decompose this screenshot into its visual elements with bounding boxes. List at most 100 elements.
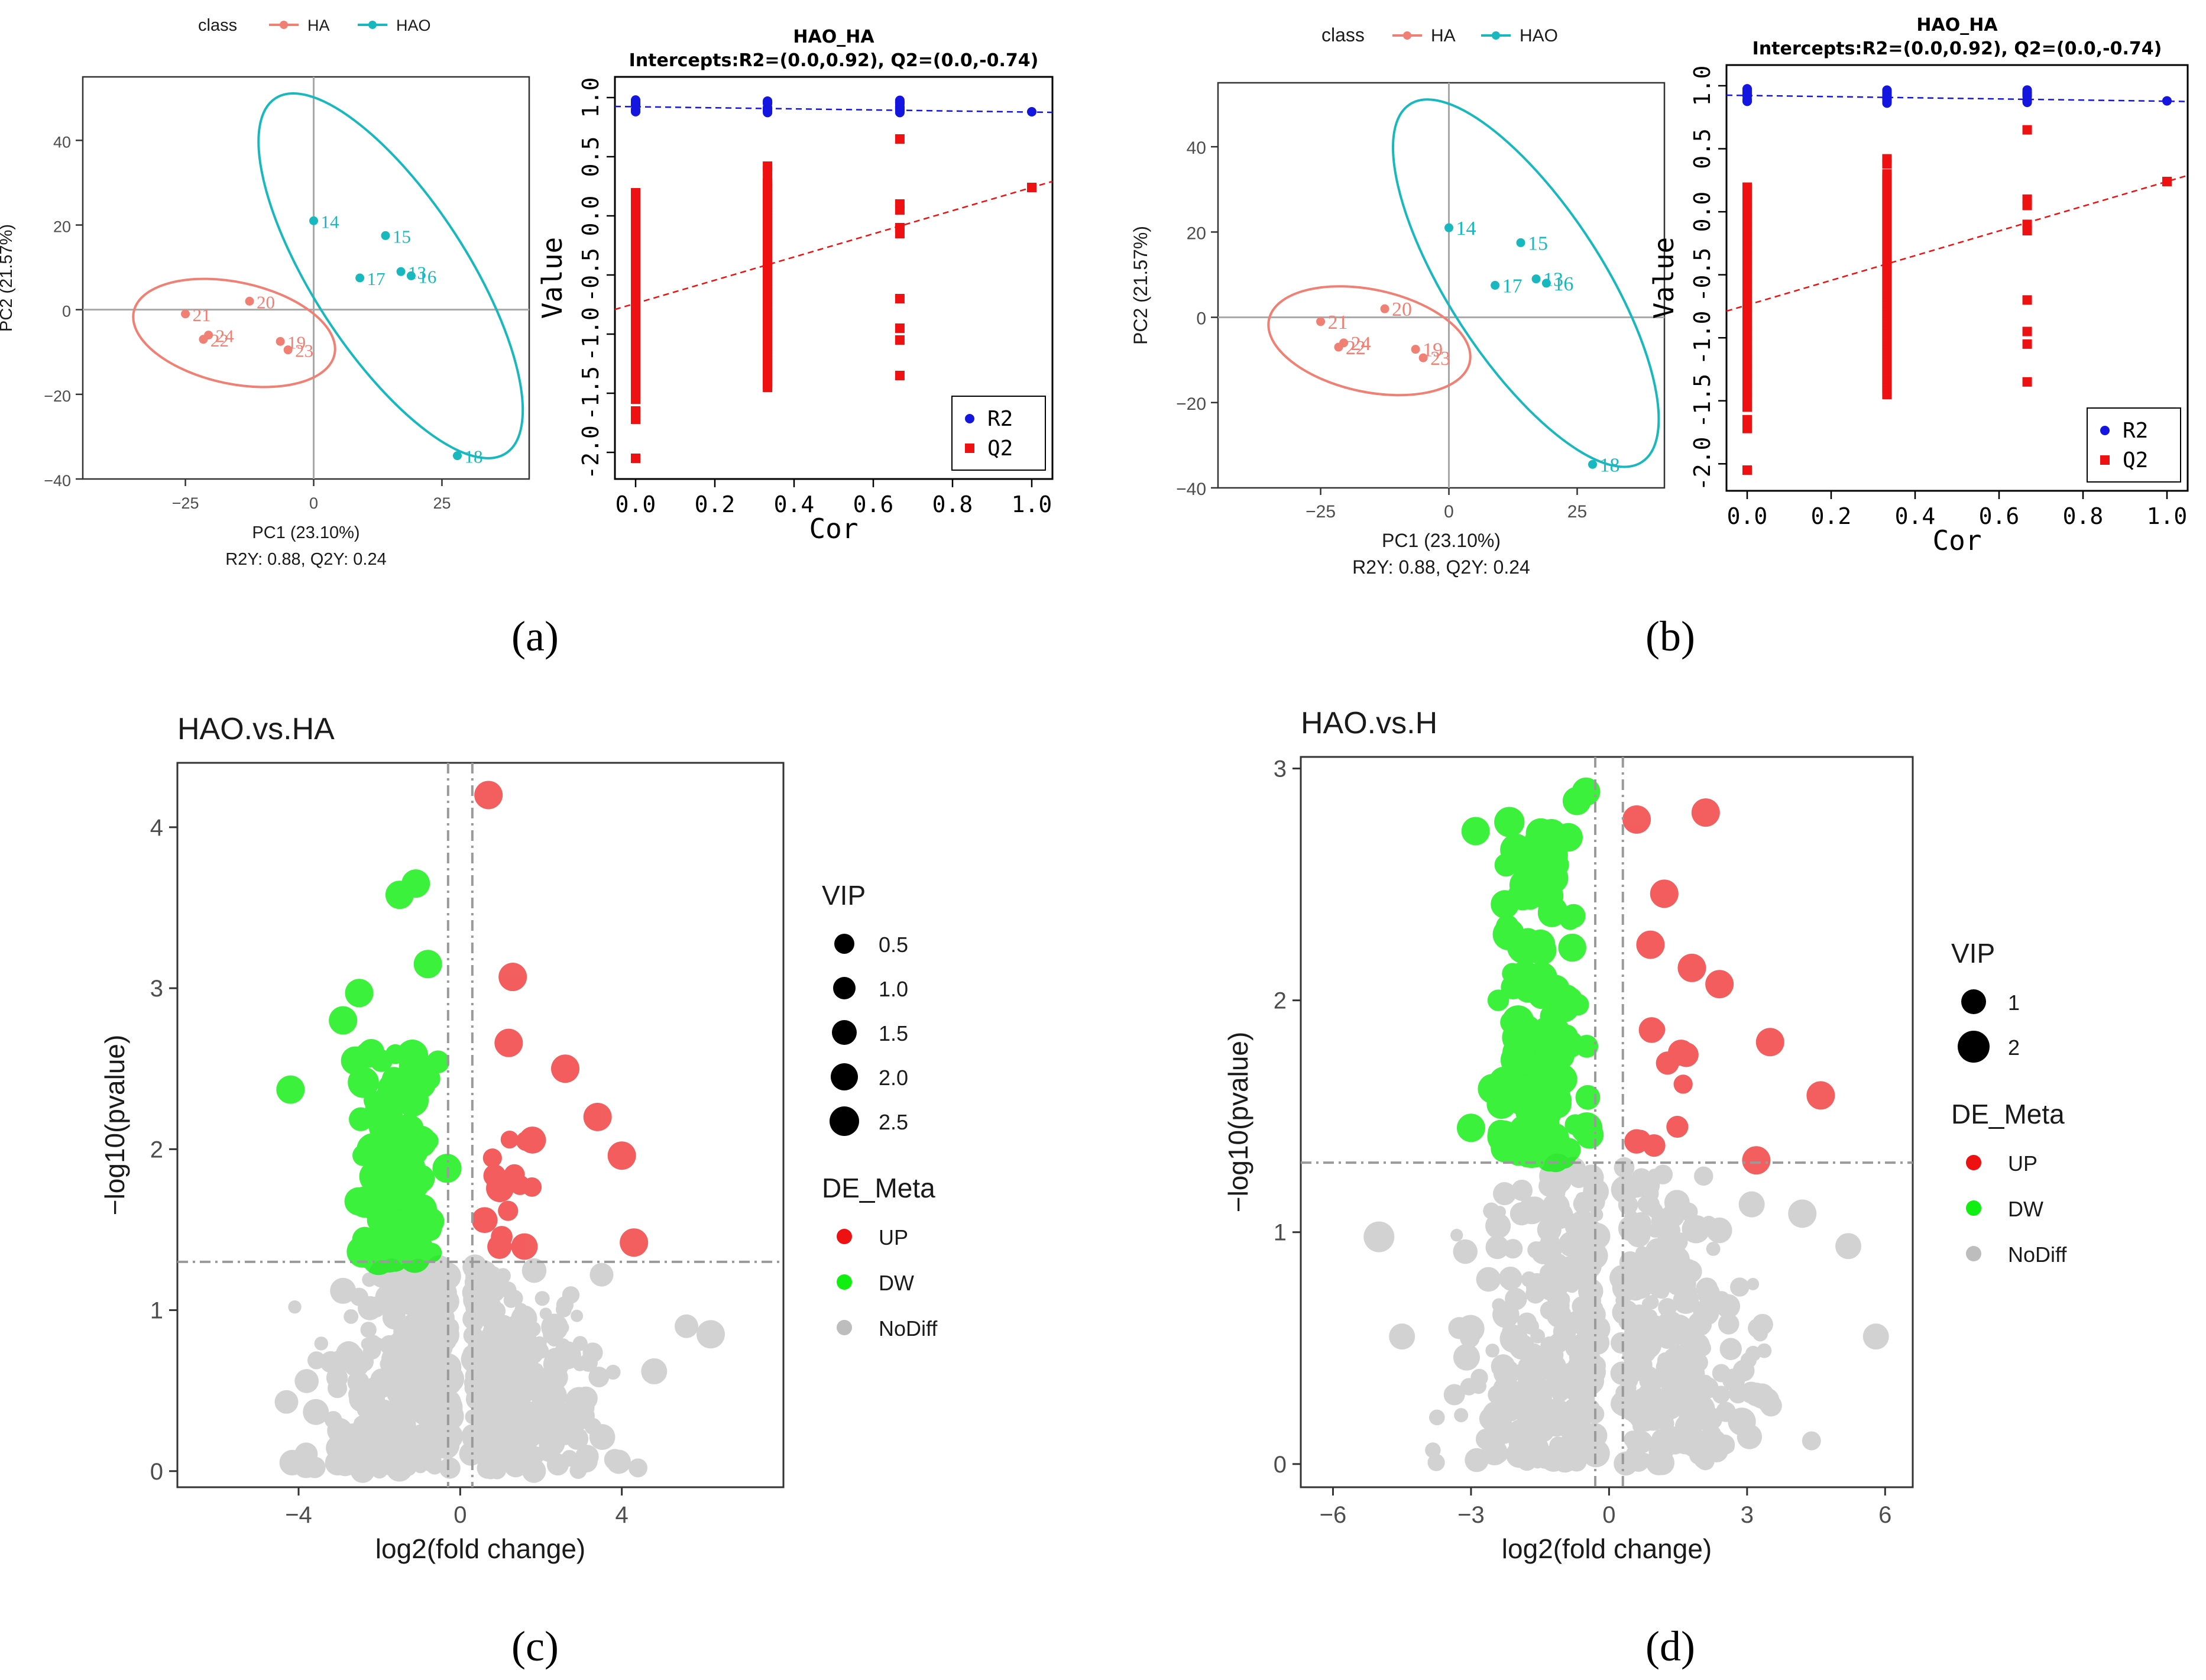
nodiff-point	[589, 1424, 616, 1450]
pca-point-label: 20	[1392, 299, 1412, 321]
perm-q2-point	[2022, 125, 2032, 135]
perm-ytick-label: -2.0	[1689, 437, 1715, 491]
pca-plot-area	[82, 76, 530, 480]
nodiff-point	[588, 1367, 610, 1388]
dw-point	[397, 1061, 429, 1093]
nodiff-point	[1643, 1197, 1661, 1216]
pca-point-label: 22	[210, 330, 229, 351]
pca-point-label: 16	[1553, 273, 1573, 295]
up-point	[511, 1233, 538, 1260]
perm-q2-point	[895, 371, 905, 380]
de-legend-label: UP	[879, 1225, 908, 1250]
perm-q2-point	[1882, 159, 1892, 169]
pca-ytick-label: 20	[53, 218, 71, 236]
dw-point	[276, 1075, 305, 1104]
nodiff-point	[385, 1272, 412, 1299]
nodiff-point	[439, 1457, 461, 1479]
vip-legend-key	[1961, 989, 1986, 1014]
up-point	[471, 1207, 498, 1234]
up-point	[1755, 1028, 1784, 1057]
perm-xtick-label: 1.0	[1012, 491, 1052, 517]
perm-legend-label-r2: R2	[2123, 419, 2148, 443]
vip-legend-title: VIP	[822, 880, 866, 911]
up-point	[1705, 970, 1734, 999]
pca-point-label: 15	[393, 226, 411, 247]
pca-ellipse-hao	[257, 92, 524, 459]
perm-q2-point	[2022, 226, 2032, 236]
nodiff-point	[303, 1399, 329, 1425]
nodiff-point	[1521, 1271, 1537, 1287]
nodiff-point	[1470, 1368, 1488, 1387]
nodiff-point	[1712, 1386, 1731, 1404]
volcano-plot-area	[1300, 756, 1914, 1488]
nodiff-point	[407, 1362, 435, 1391]
perm-ylabel: Value	[536, 237, 568, 319]
nodiff-point	[1425, 1442, 1441, 1458]
nodiff-point	[294, 1442, 318, 1466]
perm-xlabel: Cor	[809, 513, 858, 545]
nodiff-point	[1718, 1313, 1739, 1335]
nodiff-point	[675, 1314, 698, 1338]
nodiff-point	[1578, 1371, 1599, 1392]
volcano-ytick-label: 0	[1274, 1452, 1287, 1478]
pca-xtick-label: −25	[172, 494, 199, 512]
perm-xtick-label: 0.0	[1727, 503, 1768, 529]
nodiff-point	[535, 1291, 550, 1306]
volcano-ytick-label: 0	[150, 1459, 163, 1485]
dw-point	[365, 1140, 385, 1160]
volcano-ytick-label: 4	[150, 815, 163, 841]
volcano-ylabel: −log10(pvalue)	[1223, 1032, 1253, 1213]
pca-xtick-label: 0	[1444, 502, 1454, 522]
nodiff-point	[1457, 1354, 1470, 1367]
pca-point-label: 23	[1430, 348, 1450, 370]
nodiff-point	[490, 1319, 506, 1336]
nodiff-point	[1623, 1284, 1639, 1300]
nodiff-point	[1558, 1231, 1584, 1257]
dw-point	[387, 1216, 407, 1236]
nodiff-point	[1747, 1278, 1760, 1290]
up-point	[583, 1102, 612, 1131]
pca-point	[1444, 223, 1454, 232]
nodiff-point	[565, 1387, 594, 1415]
nodiff-point	[401, 1313, 425, 1338]
perm-q2-point	[895, 134, 905, 144]
nodiff-point	[1509, 1333, 1535, 1360]
volcano-xlabel: log2(fold change)	[1502, 1533, 1712, 1564]
dw-point	[1524, 826, 1556, 858]
up-point	[1656, 1051, 1679, 1075]
perm-q2-point	[1742, 415, 1752, 425]
perm-q2-point	[1027, 183, 1036, 192]
dw-point	[1515, 1141, 1540, 1166]
nodiff-point	[433, 1338, 453, 1358]
nodiff-point	[474, 1395, 503, 1424]
nodiff-point	[1427, 1454, 1445, 1471]
nodiff-point	[1719, 1338, 1742, 1361]
pca-legend-title: class	[198, 16, 237, 35]
panel-label-a: (a)	[511, 613, 559, 660]
de-legend-title: DE_Meta	[1951, 1099, 2065, 1129]
dw-points	[276, 869, 462, 1276]
perm-q2-point	[895, 323, 905, 333]
dw-point	[1558, 933, 1586, 962]
pca-point	[283, 345, 293, 355]
nodiff-point	[1648, 1375, 1663, 1390]
dw-point	[348, 1107, 373, 1131]
nodiff-point	[1453, 1239, 1478, 1264]
pca-point-label: 20	[257, 292, 275, 312]
dw-point	[1494, 807, 1525, 837]
nodiff-point	[1571, 1443, 1584, 1456]
dw-point	[1562, 786, 1591, 815]
volcano-xtick-label: −4	[285, 1502, 312, 1528]
nodiff-point	[1655, 1267, 1668, 1280]
nodiff-point	[288, 1300, 302, 1314]
perm-ytick-label: -1.5	[578, 366, 604, 420]
nodiff-point	[1485, 1344, 1499, 1358]
perm-subtitle: Intercepts:R2=(0.0,0.92), Q2=(0.0,-0.74)	[629, 50, 1039, 71]
de-legend-key	[837, 1229, 852, 1244]
up-point	[486, 1174, 514, 1202]
pca-ytick-label: 40	[53, 133, 71, 151]
pca-point	[1516, 238, 1525, 247]
nodiff-point	[571, 1309, 584, 1322]
dw-point	[1502, 1053, 1524, 1074]
nodiff-point	[489, 1380, 507, 1397]
